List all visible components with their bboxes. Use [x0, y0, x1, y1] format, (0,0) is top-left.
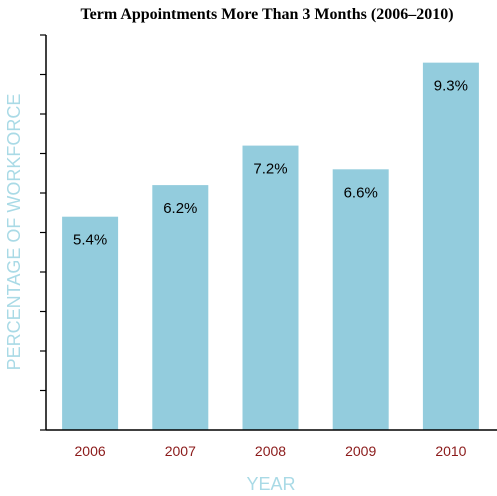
- chart-title: Term Appointments More Than 3 Months (20…: [80, 6, 453, 23]
- value-label-2010: 9.3%: [434, 78, 468, 95]
- x-axis-title: YEAR: [246, 474, 295, 494]
- value-label-2007: 6.2%: [163, 200, 197, 217]
- bar-2006: [62, 216, 119, 430]
- x-tick-label-2006: 2006: [75, 443, 106, 459]
- value-label-2009: 6.6%: [344, 184, 378, 201]
- bar-2007: [152, 185, 209, 430]
- x-tick-label-2008: 2008: [255, 443, 286, 459]
- x-tick-label-2007: 2007: [165, 443, 196, 459]
- bar-2008: [242, 145, 299, 430]
- bars: [62, 62, 479, 431]
- value-label-2008: 7.2%: [253, 161, 287, 178]
- value-labels: 5.4% 6.2% 7.2% 6.6% 9.3%: [73, 78, 468, 249]
- y-axis-ticks: [40, 34, 46, 431]
- bar-2009: [332, 169, 389, 431]
- x-tick-label-2010: 2010: [435, 443, 466, 459]
- bar-2010: [422, 62, 479, 431]
- x-axis-tick-labels: 2006 2007 2008 2009 2010: [75, 443, 467, 459]
- y-axis-title: PERCENTAGE OF WORKFORCE: [4, 94, 24, 371]
- value-label-2006: 5.4%: [73, 232, 107, 249]
- x-tick-label-2009: 2009: [345, 443, 376, 459]
